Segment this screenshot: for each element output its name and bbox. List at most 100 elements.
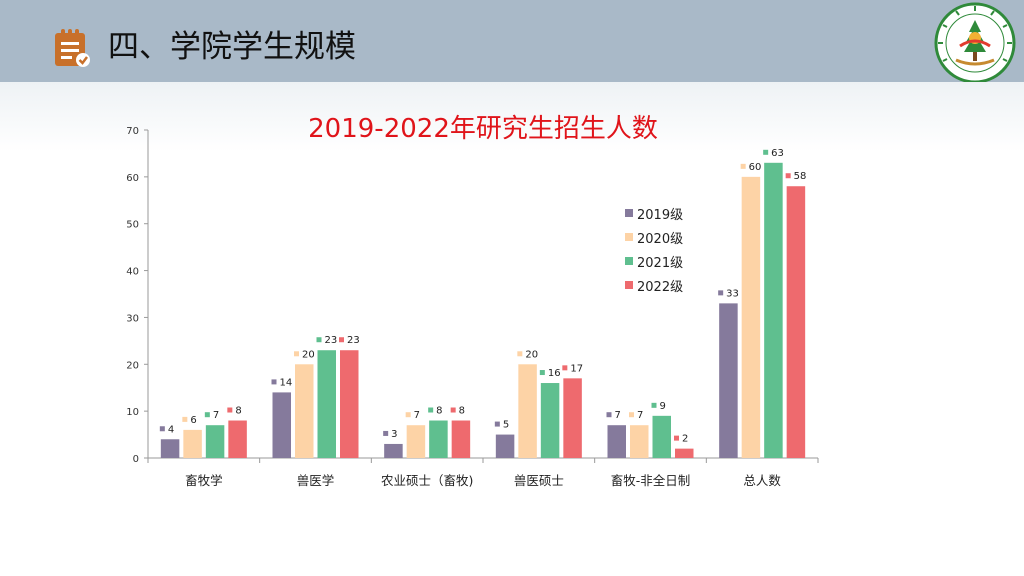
data-label: 6: [190, 415, 196, 426]
data-label-marker: [227, 407, 233, 413]
data-label-marker: [629, 412, 634, 418]
y-tick-label: 60: [126, 173, 139, 184]
data-label: 7: [213, 410, 219, 421]
bar: [741, 176, 761, 458]
data-label-marker: [763, 149, 769, 155]
bar: [340, 350, 359, 458]
data-label: 4: [168, 424, 174, 435]
data-label-marker: [674, 435, 679, 441]
data-label-marker: [494, 421, 500, 427]
data-label: 8: [436, 406, 442, 417]
data-label-marker: [204, 412, 210, 418]
x-tick-label: 兽医硕士: [514, 473, 564, 488]
data-label-marker: [339, 337, 344, 343]
data-label: 3: [391, 429, 397, 440]
x-tick-label: 兽医学: [297, 473, 335, 488]
bar: [228, 420, 247, 458]
bar: [317, 350, 336, 458]
data-label: 14: [280, 377, 293, 388]
legend-label: 2021级: [637, 256, 683, 271]
bar: [495, 434, 515, 458]
bar: [429, 420, 448, 458]
data-label-marker: [294, 351, 299, 357]
bar: [384, 443, 403, 458]
legend-swatch: [625, 233, 633, 241]
data-label: 8: [459, 406, 465, 417]
data-label: 20: [525, 349, 538, 360]
legend-label: 2022级: [637, 280, 683, 295]
bar: [295, 364, 314, 458]
data-label: 23: [325, 335, 338, 346]
bar: [406, 425, 426, 458]
data-label: 7: [637, 410, 643, 421]
bar: [272, 392, 291, 458]
page-title: 四、学院学生规模: [108, 29, 356, 65]
data-label: 7: [615, 410, 621, 421]
data-label-marker: [271, 379, 277, 385]
data-label-marker: [562, 365, 568, 371]
data-label: 5: [503, 420, 509, 431]
data-label-marker: [718, 290, 724, 296]
data-label: 17: [570, 363, 583, 374]
bar: [764, 162, 783, 459]
data-label: 7: [414, 410, 420, 421]
legend-swatch: [625, 281, 633, 289]
data-label-marker: [740, 163, 746, 169]
header-shadow: [0, 82, 1024, 152]
bar: [786, 186, 806, 458]
bar: [540, 383, 560, 458]
bar: [630, 425, 649, 458]
y-tick-label: 30: [126, 313, 139, 324]
bar: [183, 429, 202, 458]
bar: [160, 439, 180, 458]
bar: [719, 303, 738, 458]
data-label: 9: [660, 401, 666, 412]
data-label-marker: [405, 412, 411, 418]
data-label-marker: [785, 173, 791, 179]
y-tick-label: 0: [133, 454, 139, 465]
data-label-marker: [159, 426, 165, 432]
data-label: 2: [682, 434, 688, 445]
data-label-marker: [606, 412, 612, 418]
x-tick-label: 总人数: [743, 473, 781, 488]
data-label: 60: [749, 162, 762, 173]
college-logo: [934, 2, 1016, 84]
legend-label: 2020级: [637, 232, 683, 247]
data-label: 63: [771, 148, 784, 159]
legend-label: 2019级: [637, 208, 683, 223]
bar: [451, 420, 471, 458]
data-label-marker: [428, 407, 434, 413]
data-label: 58: [794, 171, 807, 182]
y-tick-label: 10: [126, 407, 139, 418]
data-label-marker: [517, 351, 523, 357]
data-label: 16: [548, 368, 561, 379]
data-label: 20: [302, 349, 315, 360]
data-label-marker: [539, 370, 545, 376]
bar: [607, 425, 626, 458]
y-tick-label: 70: [126, 126, 139, 137]
legend-swatch: [625, 257, 633, 265]
data-label: 33: [726, 288, 739, 299]
data-label-marker: [651, 402, 657, 408]
bar: [675, 448, 694, 458]
data-label-marker: [182, 416, 188, 422]
x-tick-label: 畜牧学: [185, 473, 223, 488]
x-tick-label: 畜牧-非全日制: [611, 473, 691, 488]
y-tick-label: 40: [126, 267, 139, 278]
chart-title: 2019-2022年研究生招生人数: [308, 114, 658, 144]
legend-swatch: [625, 209, 633, 217]
data-label-marker: [383, 430, 389, 436]
data-label-marker: [450, 407, 456, 413]
clipboard-checklist-icon: [55, 29, 90, 67]
data-label-marker: [316, 337, 322, 343]
header-bar: [0, 0, 1024, 82]
bar: [652, 415, 671, 458]
bar: [518, 364, 537, 458]
data-label: 8: [235, 406, 241, 417]
bar: [205, 425, 225, 458]
x-tick-label: 农业硕士（畜牧): [381, 473, 473, 488]
y-tick-label: 20: [126, 360, 139, 371]
y-tick-label: 50: [126, 220, 139, 231]
data-label: 23: [347, 335, 360, 346]
